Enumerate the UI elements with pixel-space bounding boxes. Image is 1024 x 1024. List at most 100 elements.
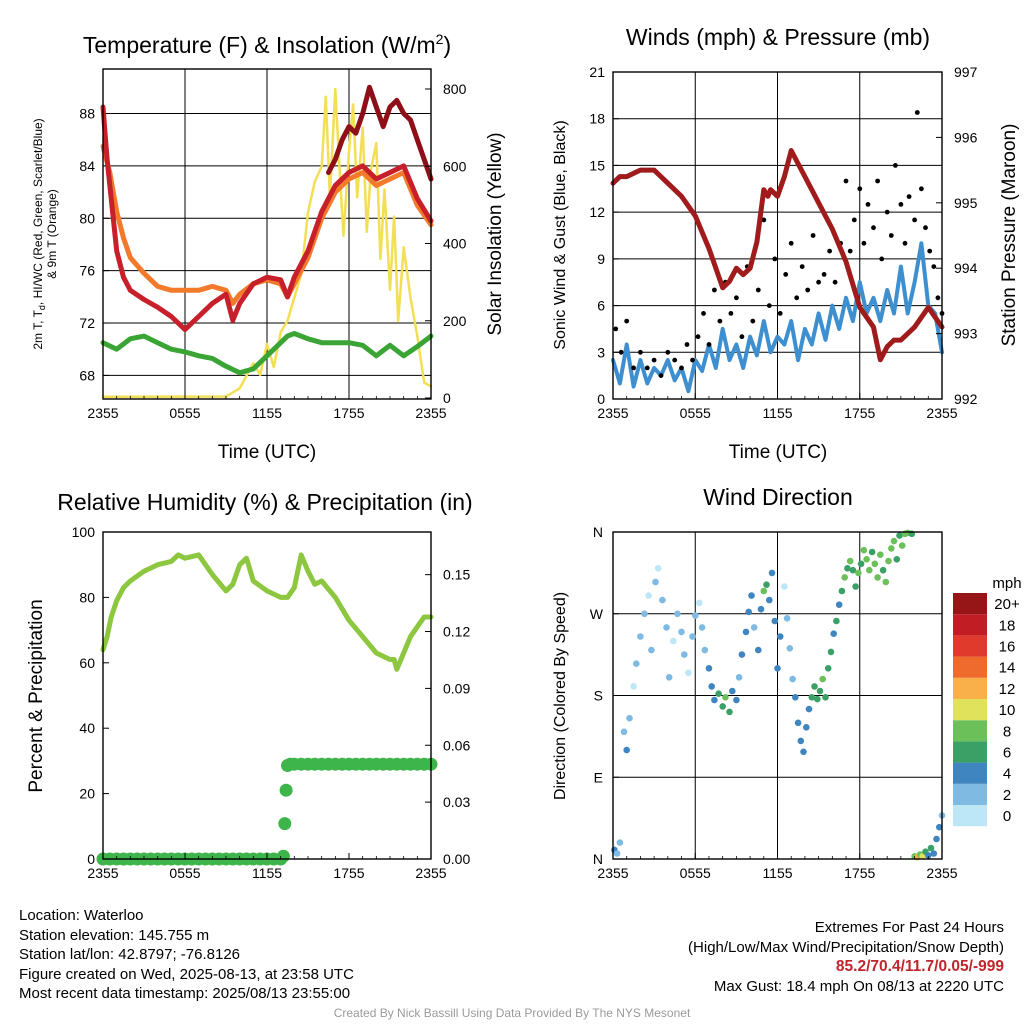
y-right-tick-label: 0.15 <box>443 567 470 583</box>
direction-point <box>637 633 644 640</box>
x-tick-label: 1755 <box>844 405 875 421</box>
gust-dot <box>728 311 734 316</box>
gust-dot <box>919 186 924 192</box>
gust-dot <box>788 240 794 246</box>
direction-point <box>885 557 892 565</box>
direction-point <box>816 687 824 695</box>
gust-dot <box>906 194 912 200</box>
gust-dot <box>672 357 678 363</box>
direction-point <box>623 746 630 754</box>
title-superscript: 2 <box>436 31 444 47</box>
direction-point <box>835 601 843 608</box>
y-right-tick-label: 0 <box>443 390 451 406</box>
gust-dot <box>690 357 695 363</box>
gust-dot <box>695 334 701 340</box>
y-tick-label: 20 <box>79 786 95 802</box>
direction-point <box>814 695 821 703</box>
legend-label: 0 <box>1003 808 1011 825</box>
pressure-line <box>610 148 945 363</box>
legend-swatch <box>953 741 987 763</box>
temperature-2m-line <box>100 104 434 333</box>
label-rest: , HI/WC (Red, Green, Scarlet/Blue) <box>31 118 45 305</box>
station-elevation: Station elevation: 145.755 m <box>19 926 210 944</box>
direction-point <box>855 569 862 577</box>
direction-point <box>797 737 805 745</box>
direction-point <box>670 637 677 645</box>
y-tick-label: 72 <box>79 315 95 331</box>
y-right-tick-label: 200 <box>443 313 467 329</box>
winds-y-label: Sonic Wind & Gust (Blue, Black) <box>552 120 569 349</box>
x-tick-label: 2355 <box>415 405 446 421</box>
station-latlon: Station lat/lon: 42.8797; -76.8126 <box>19 946 241 963</box>
gust-dot <box>847 248 853 254</box>
direction-point <box>652 578 659 586</box>
direction-point <box>852 583 859 590</box>
legend-swatch <box>953 635 987 657</box>
gust-dot <box>739 334 745 340</box>
direction-point <box>800 748 807 756</box>
legend-label: 4 <box>1003 766 1011 783</box>
temperature-y-label: 2m T, Td, HI/WC (Red, Green, Scarlet/Blu… <box>31 118 47 349</box>
direction-point <box>871 560 879 568</box>
y-right-tick-label: 994 <box>954 260 978 276</box>
y-tick-label: 60 <box>79 655 95 671</box>
gust-dot <box>679 365 684 371</box>
direction-point <box>874 574 881 581</box>
winds-panel: 0 3 6 9 12 15 18 21 992 993 994 995 996 997 2355 0555 11… <box>552 24 1020 463</box>
gust-dot <box>794 295 800 301</box>
direction-point <box>620 728 628 736</box>
gust-dot <box>927 248 933 254</box>
direction-tick-label: N <box>593 524 603 540</box>
gust-dot <box>861 240 867 246</box>
legend-swatch <box>953 783 987 805</box>
direction-point <box>927 844 935 852</box>
gust-dot <box>832 279 838 285</box>
gust-dot <box>888 233 894 238</box>
direction-title: Wind Direction <box>703 484 853 510</box>
y-tick-label: 12 <box>589 204 605 220</box>
gust-dot <box>777 311 783 316</box>
y-tick-label: 68 <box>79 367 95 383</box>
direction-point <box>789 675 796 683</box>
direction-point <box>877 551 884 558</box>
direction-point <box>641 610 648 618</box>
direction-point <box>879 566 887 574</box>
direction-point <box>733 696 740 704</box>
direction-point <box>803 724 810 731</box>
legend-label: 14 <box>999 660 1016 677</box>
extremes-title: Extremes For Past 24 Hours <box>814 919 1004 936</box>
gust-dot <box>875 178 880 184</box>
direction-point <box>719 703 726 710</box>
humidity-title: Relative Humidity (%) & Precipitation (i… <box>57 489 472 515</box>
direction-point <box>819 675 826 683</box>
direction-point <box>766 596 773 604</box>
direction-point <box>698 624 706 631</box>
gust-dot <box>931 264 937 269</box>
humidity-y-label: Percent & Precipitation <box>26 599 47 792</box>
direction-tick-label: E <box>594 769 603 785</box>
precipitation-dot <box>276 849 290 863</box>
dewpoint-line <box>100 331 434 376</box>
y-right-tick-label: 0.09 <box>443 680 470 696</box>
gust-dot <box>865 202 871 207</box>
winds-x-label: Time (UTC) <box>729 442 828 463</box>
direction-point <box>794 719 802 727</box>
gust-dot <box>898 202 904 207</box>
gust-dot <box>851 217 857 223</box>
legend-label: 16 <box>999 639 1016 656</box>
x-tick-label: 2355 <box>415 865 446 881</box>
winds-plot-frame <box>612 71 943 400</box>
humidity-line <box>100 552 434 672</box>
x-tick-label: 1155 <box>252 405 282 421</box>
x-tick-label: 0555 <box>680 405 711 421</box>
gust-dot <box>893 163 898 168</box>
legend-swatch <box>953 762 987 784</box>
direction-point <box>792 694 799 701</box>
gust-dot <box>717 318 723 324</box>
direction-point <box>678 628 685 636</box>
y-tick-label: 6 <box>597 298 605 314</box>
title-close: ) <box>443 32 451 58</box>
x-tick-label: 1755 <box>333 405 364 421</box>
x-tick-label: 1155 <box>762 405 792 421</box>
y-right-tick-label: 400 <box>443 236 467 252</box>
